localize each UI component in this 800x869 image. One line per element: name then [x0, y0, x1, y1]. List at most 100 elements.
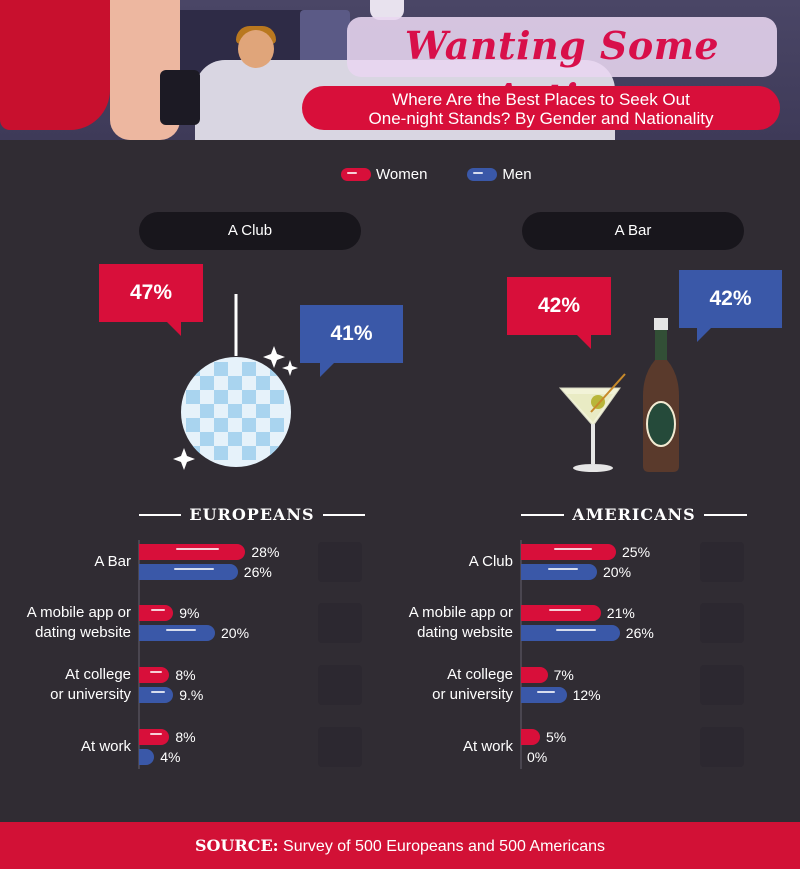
category-label: At college or university: [50, 666, 131, 703]
bar-women: [521, 729, 540, 745]
legend-label-women: Women: [376, 165, 428, 183]
europeans-title: EUROPEANS: [139, 505, 366, 524]
bar-value-label: 26%: [243, 564, 272, 580]
bar-women: [139, 544, 246, 560]
bar-value-label: 9.%: [179, 687, 204, 703]
club-men-bubble: 41%: [300, 305, 403, 377]
high-heels-icon: [160, 70, 200, 125]
category-label: A mobile app or dating website: [26, 604, 131, 641]
bar-women: [521, 667, 548, 683]
red-robe-icon: [0, 0, 110, 130]
bubble-tail: [697, 328, 711, 342]
bar-value-label: 8%: [175, 667, 196, 683]
bar-highlight: [556, 629, 596, 631]
lamp-icon: [370, 0, 404, 20]
header-illustration: Wanting Some Action Where Are the Best P…: [0, 0, 800, 140]
bar-men-value: 42%: [709, 287, 752, 310]
bar-value-label: 7%: [553, 667, 574, 683]
bar-value-label: 4%: [160, 749, 181, 765]
club-women-bubble: 47%: [99, 264, 203, 336]
chart-axis-line: [520, 540, 522, 769]
bar-women-value: 42%: [537, 294, 581, 317]
bar-value-label: 12%: [572, 687, 601, 703]
bar-men: [139, 687, 174, 703]
title-rule-left: [139, 513, 182, 516]
bar-women: [521, 544, 616, 560]
category-label: At work: [80, 738, 131, 755]
bar-value-label: 20%: [221, 625, 250, 641]
bar-men: [521, 564, 597, 580]
row-background-tile: [700, 603, 744, 643]
bar-value-label: 5%: [546, 729, 567, 745]
bar-highlight: [174, 568, 214, 570]
martini-glass-icon: [558, 373, 626, 472]
source-label: SOURCE:: [194, 836, 279, 855]
bar-highlight: [549, 609, 581, 611]
bar-highlight: [150, 671, 162, 673]
bar-women: [139, 667, 170, 683]
top-place-pill-club: A Club: [139, 212, 361, 250]
title-backdrop: [347, 17, 777, 77]
bar-men: [139, 564, 238, 580]
bar-highlight: [548, 568, 578, 570]
legend-item-men: Men: [467, 165, 532, 183]
legend-swatch-men: [467, 167, 498, 181]
bar-women: [521, 605, 601, 621]
bar-value-label: 0%: [527, 749, 548, 765]
bar-women: [139, 605, 174, 621]
bar-women-bubble: 42%: [507, 277, 611, 349]
category-label: A Bar: [94, 553, 131, 570]
row-background-tile: [318, 603, 362, 643]
subtitle-line-2: One-night Stands? By Gender and National…: [368, 109, 714, 128]
title-rule-right: [322, 513, 366, 516]
row-background-tile: [318, 542, 362, 582]
bar-value-label: 21%: [606, 605, 635, 621]
category-label: A Club: [468, 553, 513, 570]
bubble-tail: [577, 335, 591, 349]
bubble-tail: [167, 322, 181, 336]
legend: Women Men: [341, 165, 572, 183]
bar-men: [521, 625, 620, 641]
category-label: A mobile app or dating website: [408, 604, 513, 641]
bar-highlight: [537, 691, 555, 693]
title-rule-left: [521, 513, 565, 516]
bar-men-bubble: 42%: [679, 270, 782, 342]
bar-value-label: 25%: [622, 544, 651, 560]
category-label: At work: [462, 738, 513, 755]
bar-men: [139, 625, 215, 641]
bar-value-label: 26%: [625, 625, 654, 641]
bar-men: [521, 687, 567, 703]
subtitle-line-1: Where Are the Best Places to Seek Out: [392, 90, 690, 109]
page-subtitle: Where Are the Best Places to Seek Out On…: [302, 86, 780, 130]
club-women-value: 47%: [129, 281, 173, 304]
bar-highlight: [151, 691, 165, 693]
bar-highlight: [176, 548, 219, 550]
bar-value-label: 8%: [175, 729, 196, 745]
top-place-pill-bar: A Bar: [522, 212, 744, 250]
source-footer: SOURCE: Survey of 500 Europeans and 500 …: [0, 822, 800, 869]
row-background-tile: [700, 665, 744, 705]
row-background-tile: [700, 542, 744, 582]
category-label: At college or university: [432, 666, 513, 703]
club-men-value: 41%: [330, 322, 373, 345]
chart-axis-line: [138, 540, 140, 769]
legend-label-men: Men: [502, 165, 532, 183]
sleeping-man-icon: [238, 30, 274, 68]
disco-ball-icon: [173, 294, 298, 470]
bar-highlight: [554, 548, 592, 550]
bar-value-label: 20%: [603, 564, 632, 580]
europeans-title-text: EUROPEANS: [189, 505, 315, 524]
bar-women: [139, 729, 170, 745]
legend-swatch-women: [341, 167, 371, 181]
row-background-tile: [700, 727, 744, 767]
legend-item-women: Women: [341, 166, 427, 183]
bar-value-label: 28%: [251, 544, 280, 560]
bar-highlight: [150, 733, 162, 735]
bar-highlight: [166, 629, 196, 631]
row-background-tile: [318, 727, 362, 767]
americans-title-text: AMERICANS: [572, 505, 696, 524]
bar-value-label: 9%: [179, 605, 200, 621]
title-rule-right: [703, 513, 747, 516]
beer-bottle-icon: [643, 318, 679, 472]
bar-men: [139, 749, 155, 765]
